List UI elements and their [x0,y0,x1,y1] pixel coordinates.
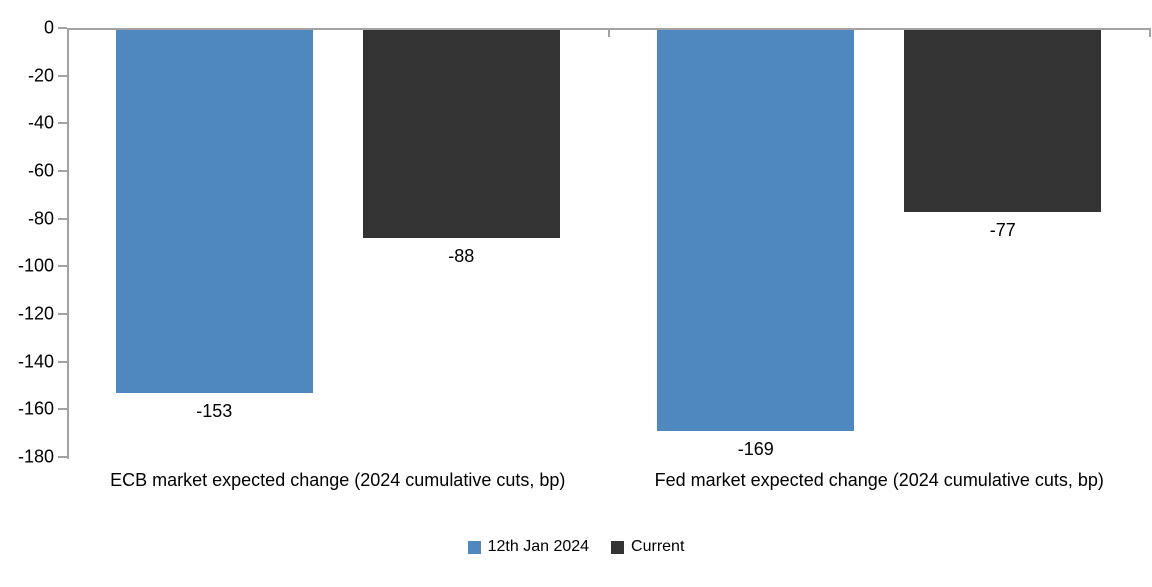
y-axis-line [67,28,69,459]
bar-jan-ecb [115,30,313,393]
legend-item-current: Current [611,538,684,556]
y-tick-mark [58,360,67,363]
y-tick-label: -140 [17,351,54,372]
bar-current-fed [904,30,1102,212]
category-label-ecb: ECB market expected change (2024 cumulat… [110,470,566,490]
y-tick-label: -160 [17,398,54,419]
y-tick-mark [58,27,67,29]
y-tick-mark [58,74,67,77]
data-label: -88 [448,245,475,266]
y-tick-label: 0 [43,17,54,38]
y-tick-label: -20 [27,65,54,86]
data-label: -77 [989,219,1016,240]
y-tick-label: -40 [27,112,54,133]
y-tick-label: -100 [17,255,54,276]
category-tick-mark [607,28,610,37]
category-tick-mark [1149,28,1151,37]
category-label-fed: Fed market expected change (2024 cumulat… [654,470,1104,490]
data-label: -153 [196,400,233,421]
legend-item-jan-2024: 12th Jan 2024 [467,538,590,556]
legend-swatch-icon [611,540,625,554]
legend-swatch-icon [467,540,481,554]
data-label: -169 [737,438,774,459]
y-tick-label: -120 [17,303,54,324]
y-tick-mark [58,122,67,125]
y-tick-mark [58,313,67,315]
bar-jan-fed [657,30,855,431]
y-tick-mark [58,408,67,411]
legend-label: Current [631,538,685,555]
y-tick-label: -180 [17,446,54,467]
y-tick-mark [58,170,67,172]
y-tick-mark [58,456,67,458]
chart-legend: 12th Jan 2024 Current [0,538,1152,556]
y-tick-label: -80 [27,208,54,229]
y-tick-label: -60 [27,160,54,181]
y-tick-mark [58,217,67,220]
legend-label: 12th Jan 2024 [487,538,590,555]
bar-current-ecb [362,30,560,238]
y-tick-mark [58,265,67,268]
